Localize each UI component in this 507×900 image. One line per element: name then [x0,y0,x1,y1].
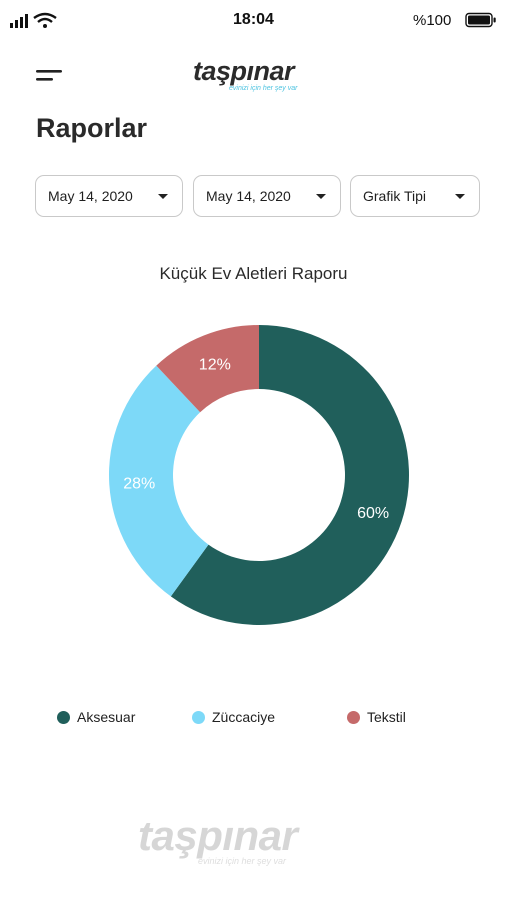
donut-slice-tekstil [156,325,259,413]
start-date-value: May 14, 2020 [48,188,133,204]
page-title: Raporlar [36,113,148,143]
legend-label: Züccaciye [212,709,276,725]
logo-text: taşpınar [193,56,295,86]
caret-down-icon [455,194,465,199]
legend-dot-icon [57,711,70,724]
caret-down-icon [316,194,326,199]
brand-logo: taşpınar evinizi için her şey var [193,56,323,96]
donut-slice-aksesuar [170,325,409,625]
chart-title: Küçük Ev Aletleri Raporu [159,264,348,283]
start-date-dropdown[interactable]: May 14, 2020 [35,175,183,217]
donut-slice-züccaciye [109,365,209,597]
status-time: 18:04 [233,11,274,28]
donut-chart: 60% 28% 12% [109,325,409,625]
hamburger-icon [36,70,62,81]
end-date-value: May 14, 2020 [206,188,291,204]
chart-type-value: Grafik Tipi [363,188,427,204]
caret-down-icon [158,194,168,199]
donut-hole [188,404,330,546]
legend-label: Tekstil [367,709,406,725]
slice-label-aksesuar: 60% [357,505,389,522]
watermark-tagline: evinizi için her şey var [198,856,287,866]
logo-tagline: evinizi için her şey var [229,85,298,92]
chart-legend: Aksesuar Züccaciye Tekstil [0,706,507,730]
watermark-logo: taşpınar evinizi için her şey var [138,812,378,872]
end-date-dropdown[interactable]: May 14, 2020 [193,175,341,217]
donut-inner-ring [174,390,344,560]
slice-label-tekstil: 12% [199,356,231,373]
signal-wifi-icon [10,12,57,28]
chart-type-dropdown[interactable]: Grafik Tipi [350,175,480,217]
legend-dot-icon [347,711,360,724]
legend-label: Aksesuar [77,709,136,725]
menu-button[interactable] [36,66,66,88]
battery-percentage: %100 [413,12,452,29]
legend-dot-icon [192,711,205,724]
battery-icon [465,12,496,28]
watermark-text: taşpınar [138,812,298,859]
slice-label-züccaciye: 28% [123,476,155,493]
status-bar: 18:04 %100 [0,0,507,42]
